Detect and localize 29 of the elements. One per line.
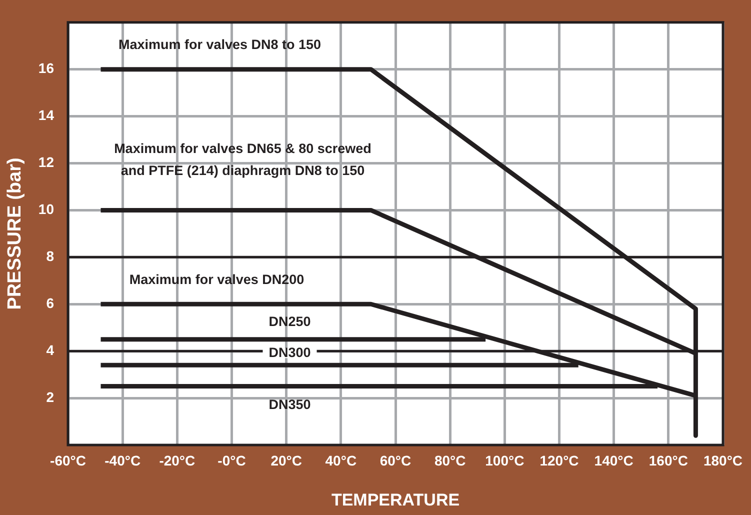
- y-tick-label: 8: [46, 248, 54, 264]
- series-label: DN300: [268, 344, 311, 360]
- y-tick-label: 6: [46, 294, 54, 311]
- x-axis-title: TEMPERATURE: [331, 490, 460, 510]
- x-tick-label: 180°C: [703, 452, 743, 468]
- series-label: Maximum for valves DN200: [129, 272, 304, 287]
- x-tick-label: -0°C: [218, 452, 246, 468]
- y-tick-label: 2: [46, 388, 54, 405]
- y-tick-label: 12: [38, 154, 54, 170]
- y-tick-label: 16: [38, 60, 54, 76]
- x-tick-label: 160°C: [648, 452, 688, 468]
- y-axis-title: PRESSURE (bar): [4, 158, 26, 310]
- x-tick-label: 140°C: [594, 452, 634, 468]
- series-label: Maximum for valves DN8 to 150: [118, 37, 322, 52]
- x-tick-label: 20°C: [270, 452, 302, 468]
- text: Maximum for valves DN65 & 80 screwed and PTFE (214) diaphragm DN8 to 150: [114, 140, 372, 178]
- x-tick-label: 100°C: [485, 452, 524, 468]
- x-tick-label: -20°C: [159, 452, 196, 468]
- series-label: DN250: [268, 314, 311, 330]
- y-tick-label: 10: [38, 201, 54, 218]
- y-tick-label: 14: [38, 107, 54, 124]
- y-tick-label: 4: [46, 342, 54, 358]
- x-tick-label: 120°C: [540, 452, 579, 468]
- x-tick-label: 80°C: [434, 452, 466, 468]
- x-tick-label: -40°C: [104, 452, 141, 468]
- series-label: DN350: [268, 397, 311, 412]
- x-tick-label: 60°C: [380, 452, 412, 468]
- x-tick-label: 40°C: [325, 452, 357, 468]
- x-tick-label: -60°C: [50, 452, 86, 468]
